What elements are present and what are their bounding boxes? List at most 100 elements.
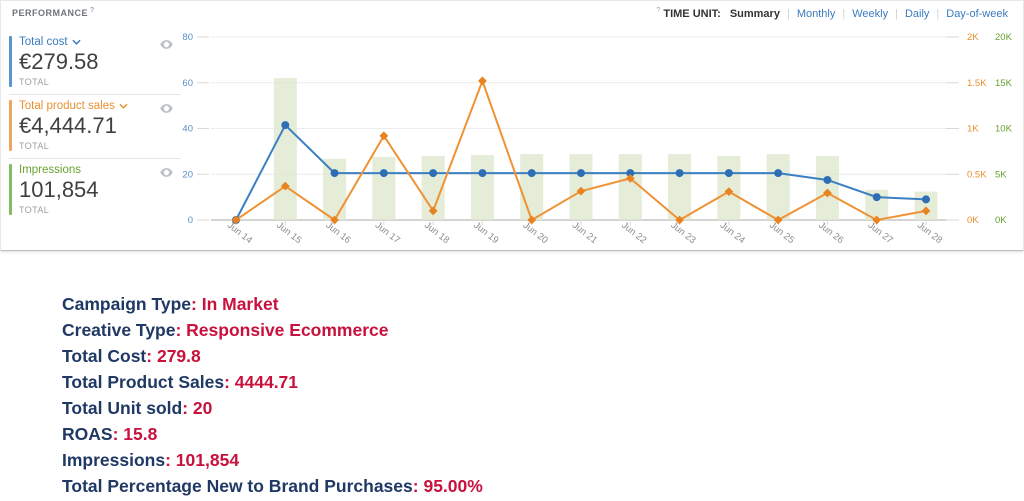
help-icon[interactable]: ? bbox=[656, 7, 661, 14]
stat-line-campaign-type: Campaign Type: In Market bbox=[62, 291, 483, 317]
impressions-bar bbox=[914, 191, 938, 220]
metric-label: Total cost bbox=[19, 36, 68, 48]
time-unit-option-monthly[interactable]: Monthly bbox=[796, 7, 836, 20]
metric-label-row[interactable]: Total cost bbox=[19, 36, 181, 48]
stat-label: Total Unit sold bbox=[62, 398, 183, 418]
right-orange-axis-tick-label: 0.5K bbox=[967, 169, 987, 180]
data-point bbox=[823, 188, 832, 198]
left-axis-tick-label: 80 bbox=[182, 32, 193, 43]
impressions-bar bbox=[273, 78, 297, 220]
x-axis-tick-label: Jun 26 bbox=[816, 220, 845, 246]
stat-label: Total Percentage New to Brand Purchases bbox=[62, 476, 413, 496]
metric-label-row[interactable]: Impressions bbox=[19, 164, 181, 176]
x-axis-tick-label: Jun 17 bbox=[373, 220, 402, 246]
impressions-bar bbox=[618, 154, 642, 220]
stat-label: Impressions bbox=[62, 450, 166, 470]
data-point bbox=[232, 216, 240, 224]
data-point bbox=[577, 169, 585, 178]
metric-card-total-cost[interactable]: Total cost €279.58 TOTAL bbox=[9, 31, 181, 95]
stat-label: Total Product Sales bbox=[62, 372, 225, 392]
panel-title-text: PERFORMANCE bbox=[12, 8, 89, 18]
impressions-bar bbox=[766, 154, 790, 220]
time-unit-option-summary[interactable]: Summary bbox=[729, 7, 780, 20]
impressions-bar bbox=[865, 189, 889, 220]
metric-label-row[interactable]: Total product sales bbox=[19, 100, 181, 112]
chevron-down-icon bbox=[119, 103, 128, 109]
metric-sub-label: TOTAL bbox=[19, 141, 50, 151]
data-point bbox=[478, 169, 487, 178]
x-axis-tick-label: Jun 20 bbox=[521, 220, 550, 246]
right-orange-axis-tick-label: 2K bbox=[967, 32, 979, 43]
x-axis-tick-label: Jun 15 bbox=[274, 220, 303, 246]
divider: | bbox=[936, 7, 940, 20]
x-axis-tick-label: Jun 18 bbox=[422, 220, 451, 246]
metric-sub-label: TOTAL bbox=[19, 205, 50, 215]
stat-value: : Responsive Ecommerce bbox=[175, 320, 389, 340]
data-point bbox=[675, 169, 684, 178]
metric-value: 101,854 bbox=[19, 177, 99, 202]
stat-line-impressions: Impressions: 101,854 bbox=[62, 447, 483, 473]
chart-grid: 0 0K 0K 20 0.5K 5K 40 1K 10K 60 1.5K 15K 80 2K 20K bbox=[182, 32, 1012, 226]
metric-accent-bar bbox=[9, 36, 12, 87]
data-point bbox=[429, 169, 438, 178]
data-point bbox=[527, 215, 537, 225]
data-point bbox=[576, 186, 586, 196]
data-point bbox=[922, 195, 930, 204]
right-green-axis-tick-label: 10K bbox=[995, 124, 1013, 135]
impressions-bar bbox=[717, 155, 741, 220]
left-axis-tick-label: 60 bbox=[182, 78, 193, 89]
metric-value: €279.58 bbox=[19, 49, 99, 74]
stat-line-roas: ROAS: 15.8 bbox=[62, 421, 483, 447]
time-unit-label: TIME UNIT: bbox=[663, 7, 721, 20]
metric-card-total-product-sales[interactable]: Total product sales €4,444.71 TOTAL bbox=[9, 95, 181, 159]
stat-value: : 101,854 bbox=[165, 450, 240, 470]
data-point bbox=[872, 193, 881, 202]
metric-label: Total product sales bbox=[19, 100, 115, 112]
impressions-bar bbox=[372, 156, 396, 220]
time-unit-option-day-of-week[interactable]: Day-of-week bbox=[946, 7, 1008, 20]
metric-accent-bar bbox=[9, 164, 12, 215]
data-point bbox=[379, 169, 388, 178]
eye-icon[interactable] bbox=[160, 104, 173, 113]
x-axis-tick-label: Jun 25 bbox=[767, 220, 796, 246]
x-axis-tick-label: Jun 27 bbox=[866, 220, 895, 246]
right-green-axis-tick-label: 5K bbox=[995, 169, 1007, 180]
time-unit-bar: ? TIME UNIT: Summary | Monthly | Weekly | Daily… bbox=[654, 7, 1013, 20]
right-green-axis-tick-label: 0K bbox=[995, 215, 1007, 226]
impressions-bar bbox=[323, 158, 347, 220]
stat-value: : 95.00% bbox=[412, 476, 483, 496]
data-point bbox=[379, 131, 389, 141]
data-point bbox=[724, 169, 733, 178]
eye-icon[interactable] bbox=[160, 40, 173, 49]
divider: | bbox=[842, 7, 846, 20]
impressions-bar bbox=[815, 155, 839, 220]
time-unit-options: Summary | Monthly | Weekly | Daily | Day-of-week bbox=[725, 8, 1013, 20]
time-unit-option-daily[interactable]: Daily bbox=[904, 7, 930, 20]
total-cost-eur-line bbox=[232, 121, 930, 224]
metric-card-impressions[interactable]: Impressions 101,854 TOTAL bbox=[9, 159, 181, 222]
metric-label: Impressions bbox=[19, 164, 81, 176]
metric-value: €4,444.71 bbox=[19, 113, 117, 138]
panel-title: PERFORMANCE? bbox=[12, 7, 95, 18]
time-unit-option-weekly[interactable]: Weekly bbox=[852, 7, 889, 20]
right-green-axis-tick-label: 20K bbox=[995, 32, 1013, 43]
stat-line-creative-type: Creative Type: Responsive Ecommerce bbox=[62, 317, 483, 343]
data-point bbox=[527, 169, 536, 178]
eye-icon[interactable] bbox=[160, 168, 173, 177]
data-point bbox=[675, 215, 684, 225]
data-point bbox=[724, 187, 734, 197]
x-axis-tick-label: Jun 14 bbox=[225, 220, 254, 246]
x-axis-tick-label: Jun 19 bbox=[471, 220, 500, 246]
right-green-axis-tick-label: 15K bbox=[995, 78, 1013, 89]
stat-line-total-product-sales: Total Product Sales: 4444.71 bbox=[62, 369, 483, 395]
help-icon[interactable]: ? bbox=[90, 7, 95, 14]
data-point bbox=[921, 206, 931, 216]
data-point bbox=[626, 169, 635, 178]
stat-value: : 4444.71 bbox=[224, 372, 299, 392]
campaign-stats: Campaign Type: In Market Creative Type: R… bbox=[62, 291, 483, 499]
data-point bbox=[281, 121, 290, 130]
performance-panel: PERFORMANCE? ? TIME UNIT: Summary | Monthly… bbox=[0, 0, 1024, 251]
data-point bbox=[872, 215, 882, 225]
chevron-down-icon bbox=[71, 39, 81, 45]
impressions-bar bbox=[668, 154, 692, 220]
